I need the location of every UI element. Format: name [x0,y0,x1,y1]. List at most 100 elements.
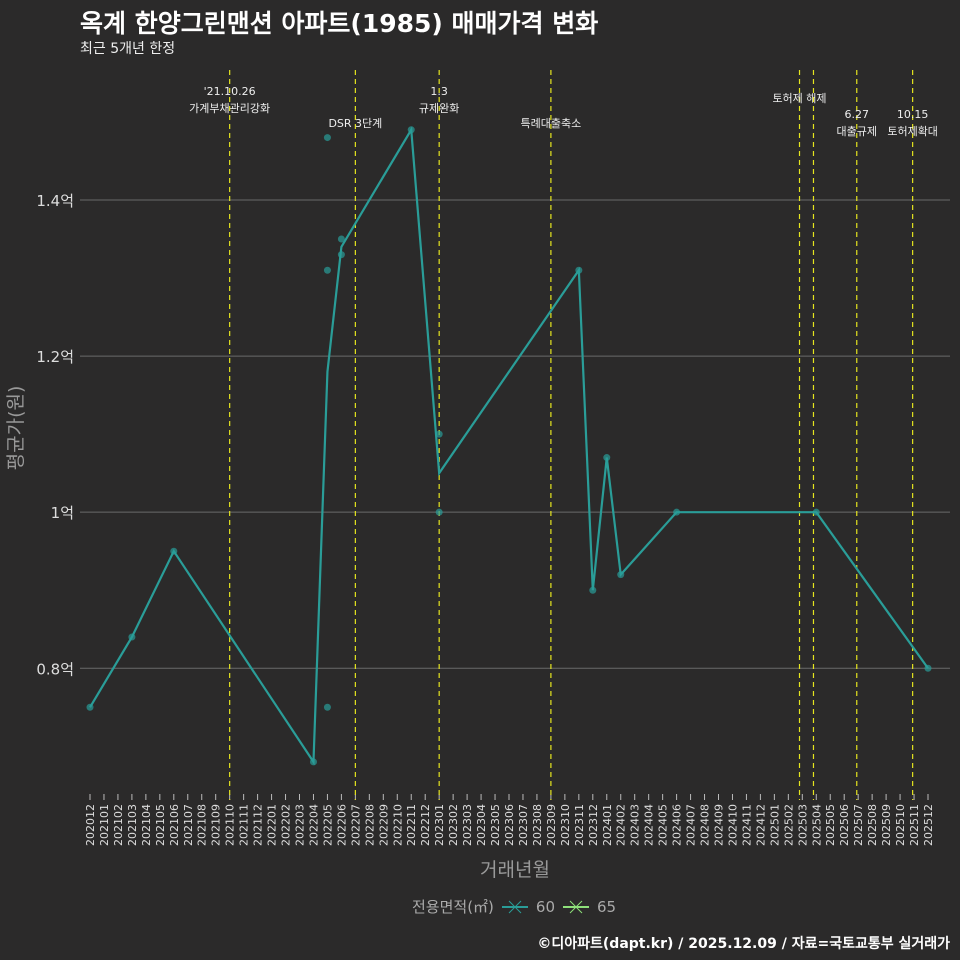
x-tick-label: 202105 [154,804,167,846]
x-tick-label: 202511 [908,804,921,846]
x-tick-label: 202311 [573,804,586,846]
event-label: 1.3 [430,85,448,98]
x-tick-label: 202312 [587,804,600,846]
legend-label-65: 65 [597,897,617,916]
x-tick-label: 202307 [517,804,530,846]
x-tick-label: 202209 [377,804,390,846]
x-tick-label: 202412 [754,804,767,846]
data-point-60 [337,235,345,243]
chart-subtitle: 최근 5개년 한정 [80,41,176,57]
data-point-60 [407,126,415,134]
x-tick-label: 202208 [363,804,376,846]
y-tick-label: 1.4억 [36,192,74,210]
data-point-60 [170,547,178,555]
x-tick-label: 202512 [922,804,935,846]
x-tick-label: 202106 [168,804,181,846]
x-tick-label: 202310 [559,804,572,846]
data-point-60 [323,703,331,711]
x-tick-label: 202201 [266,804,279,846]
y-axis-title: 평균가(원) [5,386,27,471]
x-tick-label: 202103 [126,804,139,846]
data-point-60 [589,586,597,594]
x-tick-label: 202501 [768,804,781,846]
x-tick-label: 202107 [182,804,195,846]
x-tick-label: 202108 [196,804,209,846]
event-label: 6.27 [845,108,870,121]
event-label: 특례대출축소 [521,117,582,130]
x-tick-label: 202306 [503,804,516,846]
x-tick-label: 202302 [447,804,460,846]
data-point-60 [435,430,443,438]
x-tick-label: 202503 [796,804,809,846]
x-tick-label: 202305 [489,804,502,846]
x-tick-label: 202508 [866,804,879,846]
y-tick-label: 0.8억 [36,660,74,678]
data-point-60 [575,266,583,274]
data-point-60 [603,454,611,462]
legend-key-65 [563,900,589,913]
x-tick-label: 202407 [685,804,698,846]
x-tick-label: 202411 [740,804,753,846]
data-point-60 [435,508,443,516]
x-tick-label: 202111 [238,804,251,846]
x-tick-label: 202109 [210,804,223,846]
x-tick-label: 202104 [140,804,153,846]
x-tick-label: 202210 [391,804,404,846]
event-label: '21.10.26 [204,85,256,98]
x-tick-label: 202012 [84,804,97,846]
event-label: 10.15 [897,108,929,121]
x-tick-label: 202507 [852,804,865,846]
x-tick-label: 202304 [475,804,488,846]
x-tick-label: 202403 [629,804,642,846]
x-tick-label: 202510 [894,804,907,846]
data-point-60 [673,508,681,516]
data-point-60 [924,664,932,672]
chart-title: 옥계 한양그린맨션 아파트(1985) 매매가격 변화 [80,9,599,38]
x-tick-label: 202204 [307,804,320,846]
x-tick-label: 202202 [280,804,293,846]
event-label: 가계부채관리강화 [189,102,270,115]
x-tick-label: 202212 [419,804,432,846]
x-tick-label: 202211 [405,804,418,846]
data-point-60 [617,571,625,579]
x-tick-label: 202206 [335,804,348,846]
data-point-60 [128,633,136,641]
x-tick-label: 202404 [643,804,656,846]
x-tick-label: 202102 [112,804,125,846]
x-tick-label: 202410 [726,804,739,846]
x-tick-label: 202301 [433,804,446,846]
x-tick-label: 202509 [880,804,893,846]
legend: 전용면적(㎡) 60 65 [412,896,616,917]
series-line-60 [89,126,929,766]
x-tick-label: 202405 [657,804,670,846]
event-label: DSR 3단계 [328,117,382,130]
data-point-60 [812,508,820,516]
x-axis-title: 거래년월 [480,859,550,881]
x-tick-label: 202205 [321,804,334,846]
x-tick-label: 202203 [294,804,307,846]
x-tick-label: 202409 [713,804,726,846]
x-tick-label: 202401 [601,804,614,846]
event-label: 토허제 해제 [772,91,826,105]
data-point-60 [309,758,317,766]
x-tick-label: 202308 [531,804,544,846]
x-tick-label: 202112 [252,804,265,846]
data-point-60 [86,703,94,711]
x-tick-label: 202408 [699,804,712,846]
x-tick-label: 202502 [782,804,795,846]
legend-label-60: 60 [535,897,555,916]
x-tick-label: 202504 [810,804,823,846]
x-tick-label: 202207 [349,804,362,846]
x-tick-label: 202506 [838,804,851,846]
data-point-60 [323,134,331,142]
source-caption: ©디아파트(dapt.kr) / 2025.12.09 / 자료=국토교통부 실… [537,936,950,952]
x-tick-label: 202110 [224,804,237,846]
event-label: 규제완화 [419,102,459,115]
x-tick-label: 202406 [671,804,684,846]
data-point-60 [323,266,331,274]
x-tick-label: 202101 [98,804,111,846]
legend-key-60 [501,900,528,913]
x-tick-label: 202402 [615,804,628,846]
